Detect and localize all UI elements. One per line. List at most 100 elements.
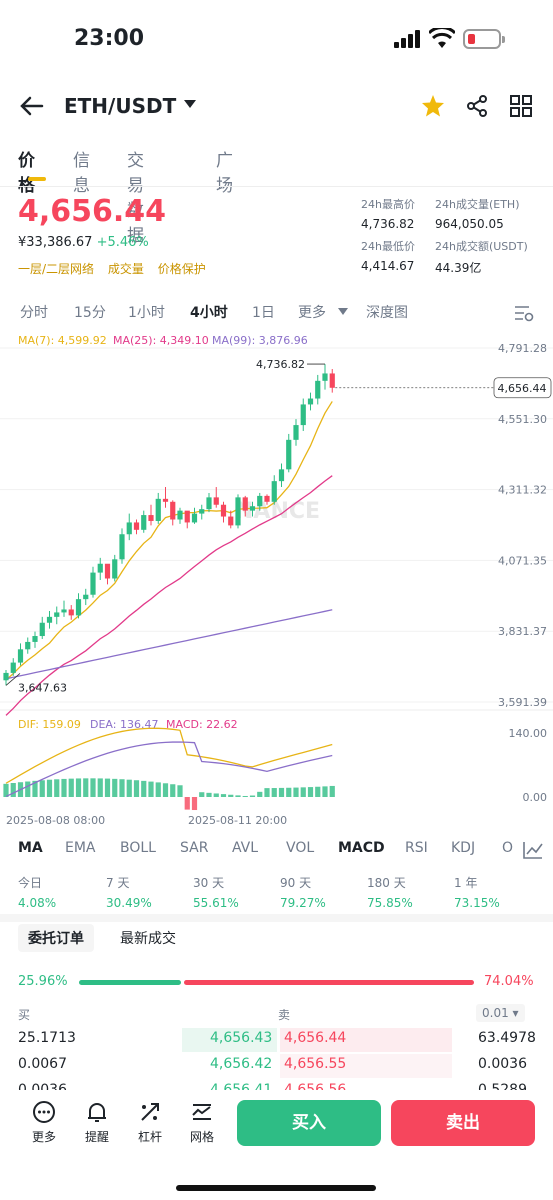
indicator-rsi[interactable]: RSI	[405, 840, 428, 856]
perf-label: 7 天	[106, 876, 130, 890]
pair-title[interactable]: ETH/USDT	[64, 94, 177, 118]
tab-order-book[interactable]: 委托订单	[18, 924, 94, 952]
macd-histogram-bar	[32, 780, 38, 797]
interval-4h[interactable]: 4小时	[190, 305, 228, 321]
bid-depth	[182, 1028, 277, 1052]
indicator-more[interactable]: O	[502, 840, 514, 856]
indicator-ema[interactable]: EMA	[65, 840, 96, 856]
candle-body	[249, 506, 256, 511]
chart-settings-icon[interactable]	[514, 304, 534, 322]
macd-histogram-bar	[278, 787, 285, 797]
grid-label: 网格	[189, 1130, 214, 1144]
watermark: NANCE	[235, 499, 320, 524]
macd-histogram-bar	[75, 778, 82, 797]
orderbook-row: 25.1713 4,656.43 4,656.44 63.4978	[0, 1028, 553, 1054]
macd-histogram-bar	[46, 779, 53, 797]
link-network[interactable]: 一层/二层网络	[18, 262, 95, 276]
y-tick-label: 4,551.30	[498, 413, 547, 426]
ma7-line	[5, 401, 333, 681]
grid-bot-icon	[192, 1104, 211, 1120]
y-tick-label: 4,791.28	[498, 342, 547, 355]
stat-vol-eth: 24h成交量(ETH) 964,050.05	[435, 196, 520, 231]
stat-low-value: 4,414.67	[361, 259, 415, 273]
candle-body	[177, 510, 183, 520]
grid-menu-icon[interactable]	[510, 95, 532, 117]
candle-body	[10, 662, 16, 673]
candle-body	[83, 594, 89, 600]
candle-body	[257, 495, 263, 507]
indicator-kdj[interactable]: KDJ	[451, 840, 476, 856]
candle-body	[329, 373, 335, 388]
buy-sell-ratio: 25.96% 74.04%	[0, 974, 553, 994]
tab-recent-trades[interactable]: 最新成交	[120, 931, 176, 947]
indicator-ma[interactable]: MA	[18, 840, 43, 856]
bid-price[interactable]: 4,656.42	[210, 1056, 273, 1072]
link-volume[interactable]: 成交量	[107, 262, 144, 276]
bid-price[interactable]: 4,656.43	[210, 1030, 273, 1046]
ask-depth	[280, 1054, 452, 1078]
indicator-boll[interactable]: BOLL	[120, 840, 156, 856]
ma25-legend: MA(25): 4,349.10	[113, 334, 209, 347]
link-protection[interactable]: 价格保护	[157, 262, 206, 276]
candle-body	[213, 497, 219, 505]
candle-body	[293, 425, 299, 440]
share-icon[interactable]	[465, 94, 489, 118]
indicator-sar[interactable]: SAR	[180, 840, 209, 856]
interval-tabs: 分时 15分 1小时 4小时 1日 更多 深度图	[0, 302, 553, 326]
indicator-avl[interactable]: AVL	[232, 840, 259, 856]
tab-info[interactable]: 信息	[73, 151, 90, 196]
macd-histogram-bar	[177, 785, 183, 797]
grid-button[interactable]: 网格	[182, 1100, 222, 1145]
candle-body	[278, 469, 285, 482]
last-price: 4,656.44	[18, 194, 167, 229]
cny-value: ¥33,386.67	[18, 235, 93, 250]
low-marker-line	[5, 673, 21, 686]
stat-vol-usdt: 24h成交额(USDT) 44.39亿	[435, 238, 528, 276]
x-tick-label: 2025-08-08 08:00	[6, 814, 105, 827]
cny-price: ¥33,386.67 +5.46%	[18, 235, 149, 250]
interval-1d[interactable]: 1日	[252, 305, 275, 321]
macd-histogram-bar	[141, 780, 147, 797]
margin-button[interactable]: 杠杆	[130, 1100, 170, 1145]
buy-button[interactable]: 买入	[237, 1100, 381, 1146]
ask-price[interactable]: 4,656.44	[284, 1030, 347, 1046]
sell-ratio: 74.04%	[484, 974, 534, 989]
candle-body	[25, 641, 31, 650]
tab-square[interactable]: 广场	[216, 151, 233, 196]
interval-depth[interactable]: 深度图	[366, 305, 408, 321]
back-arrow-icon[interactable]	[20, 96, 44, 116]
macd-tick: 0.00	[523, 791, 548, 804]
battery-icon	[463, 29, 505, 49]
macd-tick: 140.00	[509, 727, 548, 740]
candle-body	[39, 622, 45, 637]
macd-histogram-bar	[97, 778, 103, 797]
interval-more[interactable]: 更多	[298, 305, 326, 321]
indicator-vol[interactable]: VOL	[286, 840, 315, 856]
ask-price[interactable]: 4,656.55	[284, 1056, 347, 1072]
more-button[interactable]: 更多	[24, 1100, 64, 1145]
caret-down-icon[interactable]	[184, 100, 196, 108]
stat-low-label: 24h最低价	[361, 240, 415, 253]
star-icon[interactable]	[421, 94, 445, 118]
macd-histogram-bar	[293, 787, 299, 797]
precision-select[interactable]: 0.01 ▾	[476, 1004, 525, 1022]
indicator-macd[interactable]: MACD	[338, 840, 385, 856]
kline-chart[interactable]: 4,791.28 4,551.30 4,311.32 4,071.35 3,831.37…	[0, 332, 553, 832]
perf-label: 30 天	[193, 876, 225, 890]
tab-price[interactable]: 价格	[18, 151, 35, 196]
interval-1h[interactable]: 1小时	[128, 305, 165, 321]
current-price-box	[493, 377, 552, 399]
interval-15m[interactable]: 15分	[74, 305, 106, 321]
alert-button[interactable]: 提醒	[77, 1100, 117, 1145]
interval-line[interactable]: 分时	[20, 305, 48, 321]
dif-legend: DIF: 159.09	[18, 718, 81, 731]
orderbook-row: 0.0067 4,656.42 4,656.55 0.0036	[0, 1054, 553, 1080]
sell-button[interactable]: 卖出	[391, 1100, 535, 1146]
performance-row: 今日 4.08% 7 天 30.49% 30 天 55.61% 90 天 79.27% …	[0, 874, 553, 914]
perf-value: 30.49%	[106, 896, 152, 910]
macd-histogram-bar	[329, 785, 335, 797]
ask-qty: 63.4978	[478, 1030, 536, 1046]
more-caret-icon[interactable]	[338, 308, 348, 315]
candle-body	[300, 404, 306, 426]
indicator-settings-icon[interactable]	[522, 840, 544, 860]
